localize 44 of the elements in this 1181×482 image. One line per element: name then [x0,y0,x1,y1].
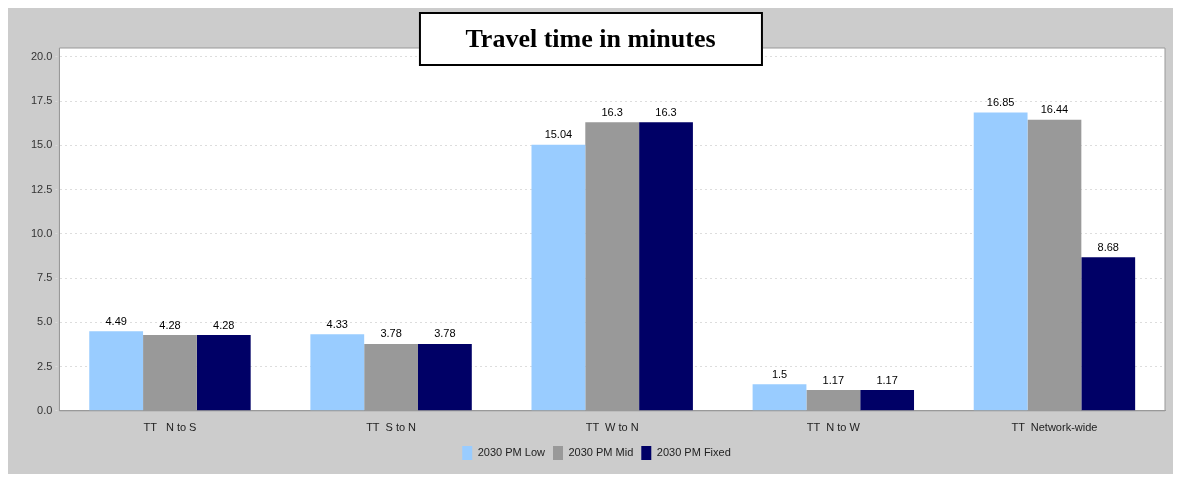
y-tick-label: 0.0 [37,403,53,416]
bar [860,390,915,411]
y-tick-label: 5.0 [37,315,53,328]
title-frame: Travel time in minutes [418,12,763,66]
bar [639,122,693,411]
data-label: 4.28 [159,318,181,331]
data-label: 16.3 [655,105,677,118]
data-label: 1.17 [876,373,898,386]
bar [417,343,472,411]
data-label: 4.33 [326,317,348,330]
x-tick-label: TT S to N [366,421,417,434]
data-label: 4.49 [105,314,127,327]
x-tick-label: TT N to W [806,421,861,434]
legend-label: 2030 PM Fixed [656,446,731,459]
y-tick-label: 7.5 [37,271,53,284]
data-label: 16.85 [986,96,1015,109]
x-tick-label: TT N to S [143,421,197,434]
data-label: 3.78 [434,327,456,340]
legend-label: 2030 PM Mid [568,446,634,459]
y-tick-label: 17.5 [30,94,53,107]
data-label: 3.78 [380,327,402,340]
data-label: 16.44 [1040,103,1069,116]
x-tick-label: TT W to N [585,421,639,434]
y-tick-label: 10.0 [30,226,53,239]
bar [531,144,586,411]
y-tick-label: 12.5 [30,182,53,195]
y-tick-label: 20.0 [30,49,53,62]
bar [89,331,144,411]
bar [973,112,1028,411]
data-label: 1.5 [771,367,788,380]
data-label: 1.17 [822,373,845,386]
bar [310,334,365,411]
bar [752,384,807,411]
x-tick-label: TT Network-wide [1011,421,1098,434]
bar [196,335,251,411]
y-tick-label: 15.0 [30,138,53,151]
y-tick-label: 2.5 [37,359,53,372]
chart-title: Travel time in minutes [465,24,716,53]
data-label: 16.3 [601,105,623,118]
data-label: 15.04 [544,128,573,141]
bar [1081,257,1136,411]
legend-label: 2030 PM Low [477,446,546,459]
data-label: 8.68 [1097,240,1119,253]
data-label: 4.28 [213,318,235,331]
